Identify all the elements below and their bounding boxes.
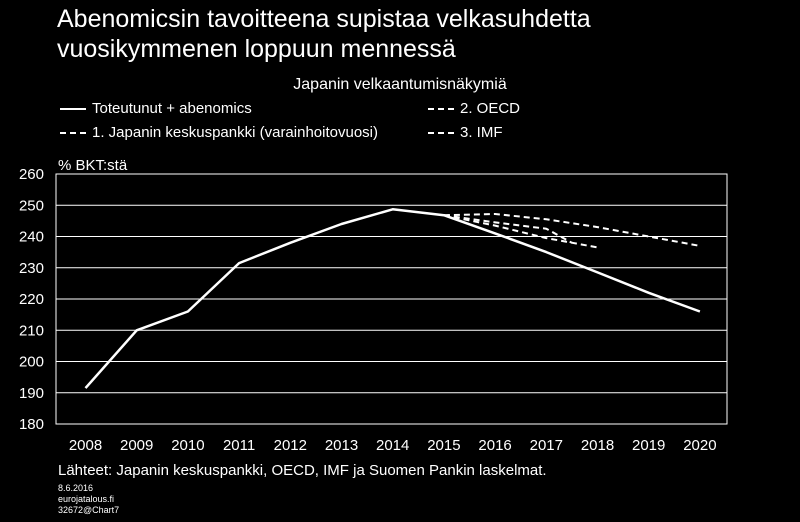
meta-chart-id: 32672@Chart7	[58, 505, 120, 515]
legend-item-actual: Toteutunut + abenomics	[60, 100, 252, 117]
y-tick-label: 200	[19, 354, 44, 371]
legend-label: 1. Japanin keskuspankki (varainhoitovuos…	[92, 124, 378, 141]
legend-swatch-dashed	[428, 107, 454, 110]
y-tick-label: 250	[19, 197, 44, 214]
x-tick-label: 2016	[478, 437, 511, 454]
page-title: Abenomicsin tavoitteena supistaa velkasu…	[57, 4, 591, 64]
series-line-imf	[443, 214, 598, 249]
x-tick-label: 2008	[69, 437, 102, 454]
chart-title: Japanin velkaantumisnäkymiä	[293, 76, 507, 93]
legend-label: Toteutunut + abenomics	[92, 100, 252, 117]
meta-date: 8.6.2016	[58, 483, 94, 493]
x-tick-label: 2010	[171, 437, 204, 454]
legend-label: 2. OECD	[460, 100, 521, 117]
y-tick-label: 230	[19, 260, 44, 277]
y-tick-label: 190	[19, 385, 44, 402]
title-line-2: vuosikymmenen loppuun mennessä	[57, 35, 456, 63]
x-tick-label: 2011	[223, 437, 255, 454]
x-tick-label: 2012	[274, 437, 307, 454]
series-line-oecd	[443, 213, 701, 247]
x-tick-label: 2013	[325, 437, 358, 454]
source-note: Lähteet: Japanin keskuspankki, OECD, IMF…	[58, 462, 547, 479]
meta-site: eurojatalous.fi	[58, 494, 115, 504]
y-tick-label: 180	[19, 416, 44, 433]
x-tick-label: 2019	[632, 437, 665, 454]
series-line-boj	[443, 214, 573, 244]
x-tick-label: 2009	[120, 437, 153, 454]
legend-swatch-dashed	[60, 131, 86, 134]
legend-swatch-solid	[60, 107, 86, 110]
y-axis-unit: % BKT:stä	[58, 157, 128, 174]
legend-swatch-dashed	[428, 131, 454, 134]
legend-label: 3. IMF	[460, 124, 503, 141]
legend-item-oecd: 2. OECD	[428, 100, 520, 117]
x-tick-label: 2018	[581, 437, 614, 454]
series-line-actual	[84, 208, 701, 389]
title-line-1: Abenomicsin tavoitteena supistaa velkasu…	[57, 5, 591, 33]
x-tick-label: 2015	[427, 437, 460, 454]
x-tick-label: 2020	[683, 437, 716, 454]
y-tick-label: 240	[19, 229, 44, 246]
legend-item-imf: 3. IMF	[428, 124, 503, 141]
y-tick-label: 220	[19, 291, 44, 308]
legend-item-boj: 1. Japanin keskuspankki (varainhoitovuos…	[60, 124, 378, 141]
x-tick-label: 2014	[376, 437, 409, 454]
x-tick-label: 2017	[530, 437, 563, 454]
y-tick-label: 210	[19, 322, 44, 339]
y-tick-label: 260	[19, 166, 44, 183]
